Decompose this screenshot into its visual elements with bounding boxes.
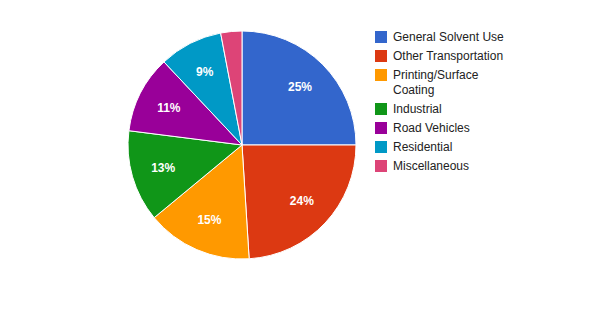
legend-swatch [375,141,387,153]
legend-swatch [375,122,387,134]
legend-swatch [375,103,387,115]
legend-label-line: Road Vehicles [393,121,470,135]
legend: General Solvent Use Other Transportation P… [375,30,504,173]
legend-label-line: General Solvent Use [393,30,504,44]
legend-label-line: Coating [393,83,434,97]
data-label: 11% [157,101,181,115]
pie-slice [128,131,242,218]
data-label: 13% [151,161,175,175]
data-label: 15% [197,213,221,227]
legend-label: Miscellaneous [393,159,469,173]
legend-label-line: Printing/Surface [393,68,479,82]
data-label: 9% [196,65,214,79]
legend-swatch [375,31,387,43]
legend-label-line: Miscellaneous [393,159,469,173]
legend-label-line: Industrial [393,102,442,116]
legend-label: Road Vehicles [393,121,470,135]
data-labels: 25% 24% 15% 13% 11% 9% [151,65,314,227]
legend-label: Residential [393,140,452,154]
legend-label: Industrial [393,102,442,116]
legend-swatch [375,50,387,62]
legend-label: Printing/SurfaceCoating [393,68,479,97]
chart: 25% 24% 15% 13% 11% 9% General Solvent Use Othe… [0,0,600,310]
legend-swatch [375,69,387,81]
legend-label: General Solvent Use [393,30,504,44]
legend-label: Other Transportation [393,49,503,63]
data-label: 25% [288,80,312,94]
pie-slice [242,31,356,145]
legend-label-line: Residential [393,140,452,154]
data-label: 24% [290,194,314,208]
pie-slice [242,145,356,259]
pie-slice [221,31,242,145]
slices [128,31,356,259]
legend-label-line: Other Transportation [393,49,503,63]
legend-swatch [375,160,387,172]
